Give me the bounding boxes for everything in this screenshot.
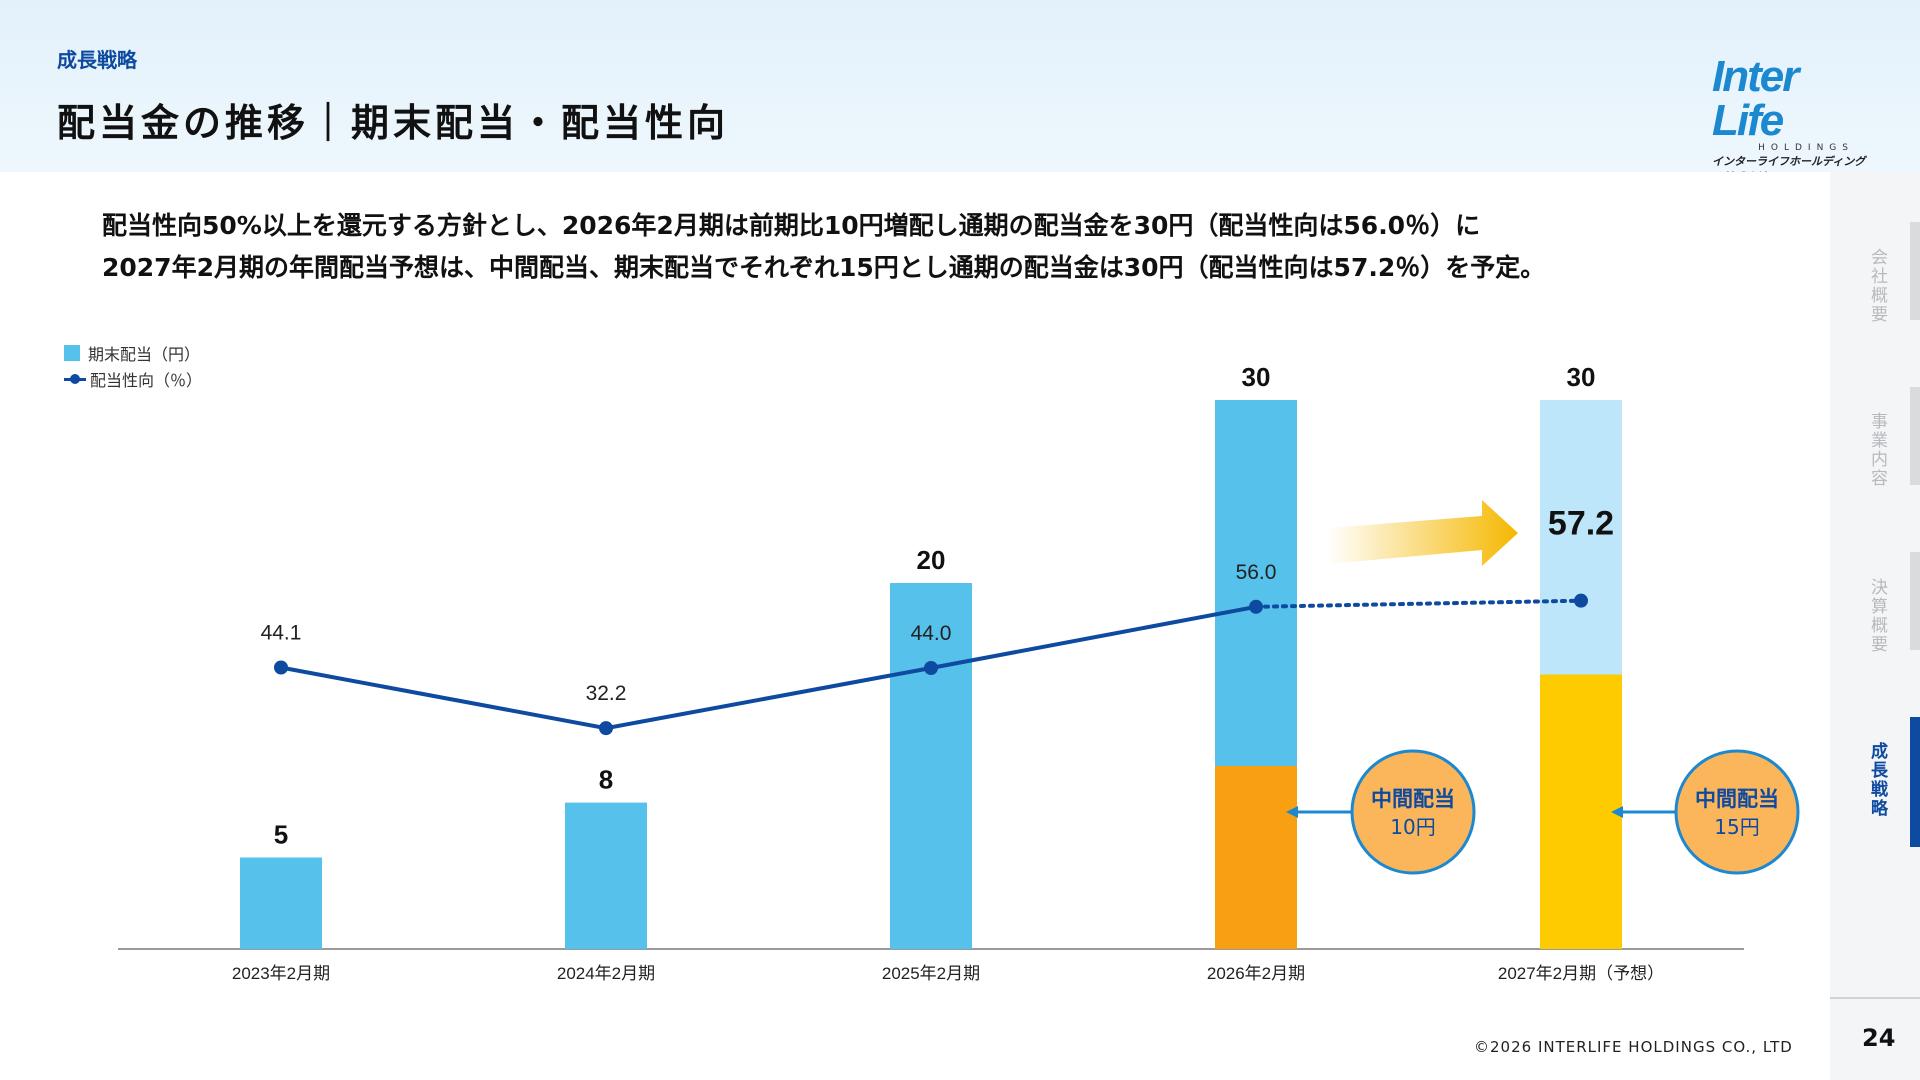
bar-final-0 xyxy=(240,857,322,949)
legend-line-label: 配当性向（％） xyxy=(90,371,203,390)
logo-sub: HOLDINGS xyxy=(1758,143,1854,153)
callout-arrowhead-icon-0 xyxy=(1286,806,1298,818)
bar-total-label-1: 8 xyxy=(599,765,613,795)
description: 配当性向50%以上を還元する方針とし、2026年2月期は前期比10円増配し通期の… xyxy=(102,205,1545,289)
legend-item-bar: 期末配当（円） xyxy=(64,340,202,366)
header-band: 成長戦略 配当金の推移｜期末配当・配当性向 Inter Life HOLDING… xyxy=(0,0,1920,185)
callout-title-0: 中間配当 xyxy=(1371,787,1455,811)
x-tick-label-4: 2027年2月期（予想） xyxy=(1498,964,1664,983)
callout-value-0: 10円 xyxy=(1390,815,1435,839)
legend-bar-swatch xyxy=(64,345,80,361)
callout-circle-1 xyxy=(1674,749,1800,875)
legend-item-line: 配当性向（％） xyxy=(64,366,202,392)
page-number: 24 xyxy=(1862,1024,1896,1052)
bar-final-4 xyxy=(1540,400,1622,675)
payout-point-3 xyxy=(1249,599,1263,614)
x-tick-label-0: 2023年2月期 xyxy=(232,964,330,983)
nav-item-business[interactable] xyxy=(1910,387,1920,485)
payout-line-forecast xyxy=(1254,598,1583,609)
section-label: 成長戦略 xyxy=(57,48,137,72)
payout-line xyxy=(280,604,1257,731)
payout-label-1: 32.2 xyxy=(586,682,627,705)
callout-circle-0 xyxy=(1350,749,1476,875)
description-line-2: 2027年2月期の年間配当予想は、中間配当、期末配当でそれぞれ15円とし通期の配… xyxy=(102,253,1546,282)
bar-total-label-0: 5 xyxy=(274,820,288,850)
company-logo: Inter Life HOLDINGS インターライフホールディングス株式会社 xyxy=(1712,55,1872,185)
payout-point-0 xyxy=(274,660,288,675)
bar-interim-4 xyxy=(1540,674,1622,949)
nav-item-company-overview[interactable] xyxy=(1910,222,1920,320)
legend-bar-label: 期末配当（円） xyxy=(88,345,201,364)
nav-label-growth-strategy[interactable]: 成長戦略 xyxy=(1867,742,1887,818)
side-navigation: 会社概要 事業内容 決算概要 成長戦略 xyxy=(1830,172,1920,1080)
bar-final-3 xyxy=(1215,400,1297,766)
dividend-chart: 5 2023年2月期 8 2024年2月期 20 2025年2月期 30 2026年2月期 30… xyxy=(118,362,1800,983)
payout-point-1 xyxy=(599,721,613,736)
description-line-1: 配当性向50%以上を還元する方針とし、2026年2月期は前期比10円増配し通期の… xyxy=(102,211,1481,240)
increase-arrow-icon xyxy=(1328,500,1518,566)
x-tick-label-3: 2026年2月期 xyxy=(1207,964,1305,983)
x-tick-label-1: 2024年2月期 xyxy=(557,964,655,983)
payout-label-4: 57.2 xyxy=(1548,505,1614,543)
callout-arrowhead-icon-1 xyxy=(1611,806,1623,818)
page-title: 配当金の推移｜期末配当・配当性向 xyxy=(57,101,730,145)
chart-legend: 期末配当（円） 配当性向（％） xyxy=(64,340,202,392)
nav-label-company-overview[interactable]: 会社概要 xyxy=(1867,248,1887,324)
payout-point-2 xyxy=(924,661,938,675)
bar-total-label-2: 20 xyxy=(917,545,946,575)
legend-line-swatch xyxy=(64,372,86,386)
nav-item-results[interactable] xyxy=(1910,552,1920,650)
nav-label-business[interactable]: 事業内容 xyxy=(1867,412,1887,488)
payout-point-4 xyxy=(1574,593,1588,608)
bar-total-label-4: 30 xyxy=(1567,362,1596,392)
bar-final-1 xyxy=(565,802,647,949)
callout-value-1: 15円 xyxy=(1714,815,1759,839)
nav-divider xyxy=(1830,997,1920,999)
bar-total-label-3: 30 xyxy=(1242,362,1271,392)
bar-interim-3 xyxy=(1215,766,1297,949)
bar-final-2 xyxy=(890,583,972,949)
payout-label-2: 44.0 xyxy=(911,622,952,645)
copyright: ©2026 INTERLIFE HOLDINGS CO., LTD xyxy=(1474,1038,1793,1056)
logo-name: Inter Life xyxy=(1712,52,1799,145)
payout-label-0: 44.1 xyxy=(261,621,302,644)
callout-title-1: 中間配当 xyxy=(1695,787,1779,811)
payout-label-3: 56.0 xyxy=(1236,561,1277,584)
nav-label-results[interactable]: 決算概要 xyxy=(1867,578,1887,654)
x-tick-label-2: 2025年2月期 xyxy=(882,964,980,983)
nav-item-growth-strategy[interactable] xyxy=(1910,717,1920,847)
